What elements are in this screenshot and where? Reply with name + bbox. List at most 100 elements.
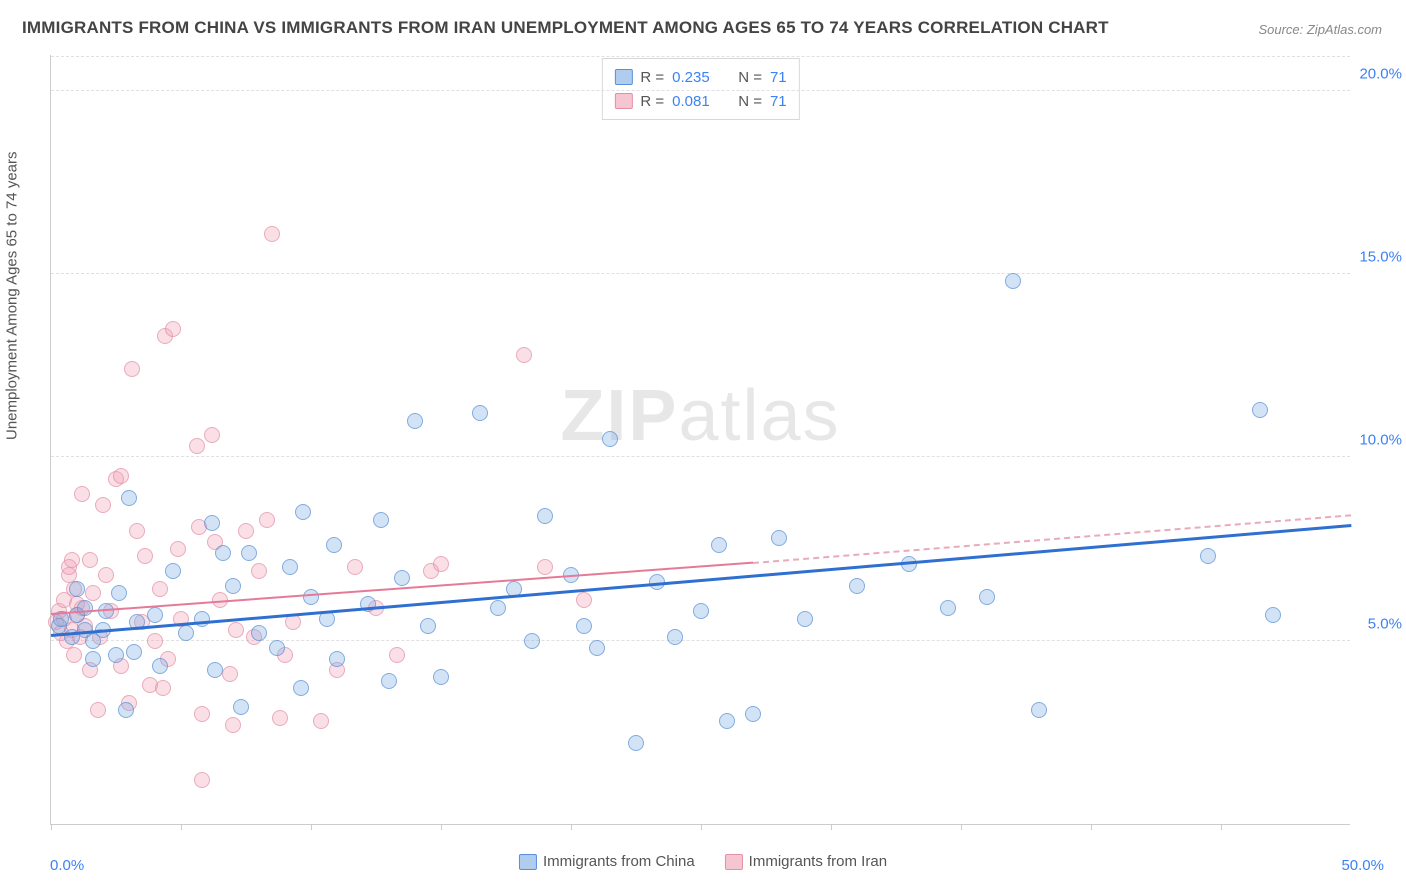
data-point [118, 702, 134, 718]
data-point [771, 530, 787, 546]
data-point [1265, 607, 1281, 623]
data-point [207, 662, 223, 678]
data-point [194, 772, 210, 788]
data-point [251, 563, 267, 579]
data-point [433, 556, 449, 572]
data-point [313, 713, 329, 729]
series-legend: Immigrants from ChinaImmigrants from Ira… [519, 853, 887, 870]
legend-item: Immigrants from Iran [725, 853, 887, 870]
data-point [389, 647, 405, 663]
data-point [745, 706, 761, 722]
y-tick-label: 15.0% [1359, 249, 1402, 266]
data-point [85, 651, 101, 667]
data-point [295, 504, 311, 520]
data-point [1252, 402, 1268, 418]
data-point [108, 647, 124, 663]
x-tick [181, 824, 182, 830]
data-point [490, 600, 506, 616]
data-point [98, 567, 114, 583]
data-point [69, 581, 85, 597]
data-point [269, 640, 285, 656]
data-point [719, 713, 735, 729]
data-point [64, 552, 80, 568]
data-point [433, 669, 449, 685]
data-point [137, 548, 153, 564]
data-point [238, 523, 254, 539]
data-point [74, 486, 90, 502]
data-point [797, 611, 813, 627]
data-point [272, 710, 288, 726]
data-point [420, 618, 436, 634]
data-point [381, 673, 397, 689]
data-point [129, 523, 145, 539]
data-point [165, 321, 181, 337]
data-point [189, 438, 205, 454]
data-point [147, 633, 163, 649]
data-point [979, 589, 995, 605]
data-point [111, 585, 127, 601]
data-point [204, 515, 220, 531]
data-point [225, 717, 241, 733]
data-point [394, 570, 410, 586]
data-point [225, 578, 241, 594]
data-point [82, 552, 98, 568]
data-point [329, 651, 345, 667]
data-point [282, 559, 298, 575]
data-point [194, 706, 210, 722]
data-point [693, 603, 709, 619]
x-tick [311, 824, 312, 830]
chart-title: IMMIGRANTS FROM CHINA VS IMMIGRANTS FROM… [22, 18, 1109, 38]
data-point [576, 618, 592, 634]
data-point [264, 226, 280, 242]
data-point [602, 431, 618, 447]
data-point [347, 559, 363, 575]
trend-line [51, 524, 1351, 637]
gridline [51, 273, 1350, 274]
data-point [152, 581, 168, 597]
data-point [204, 427, 220, 443]
data-point [1200, 548, 1216, 564]
data-point [576, 592, 592, 608]
x-tick [701, 824, 702, 830]
data-point [178, 625, 194, 641]
data-point [124, 361, 140, 377]
plot-area: ZIPatlas R = 0.235 N = 71R = 0.081 N = 7… [50, 55, 1350, 825]
data-point [303, 589, 319, 605]
x-tick [441, 824, 442, 830]
data-point [85, 585, 101, 601]
data-point [228, 622, 244, 638]
source-label: Source: ZipAtlas.com [1258, 22, 1382, 37]
x-tick [1221, 824, 1222, 830]
data-point [233, 699, 249, 715]
data-point [1005, 273, 1021, 289]
data-point [251, 625, 267, 641]
data-point [66, 647, 82, 663]
data-point [537, 508, 553, 524]
data-point [113, 468, 129, 484]
data-point [849, 578, 865, 594]
x-tick-max: 50.0% [1341, 857, 1384, 874]
y-tick-label: 10.0% [1359, 432, 1402, 449]
data-point [152, 658, 168, 674]
gridline [51, 90, 1350, 91]
data-point [524, 633, 540, 649]
data-point [1031, 702, 1047, 718]
x-tick-min: 0.0% [50, 857, 84, 874]
data-point [147, 607, 163, 623]
data-point [293, 680, 309, 696]
gridline [51, 456, 1350, 457]
data-point [222, 666, 238, 682]
data-point [155, 680, 171, 696]
data-point [170, 541, 186, 557]
trend-line [753, 514, 1351, 564]
data-point [126, 644, 142, 660]
data-point [537, 559, 553, 575]
y-tick-label: 5.0% [1368, 615, 1402, 632]
data-point [215, 545, 231, 561]
data-point [373, 512, 389, 528]
data-point [259, 512, 275, 528]
data-point [407, 413, 423, 429]
y-axis-label: Unemployment Among Ages 65 to 74 years [4, 151, 21, 440]
data-point [77, 600, 93, 616]
y-tick-label: 20.0% [1359, 65, 1402, 82]
